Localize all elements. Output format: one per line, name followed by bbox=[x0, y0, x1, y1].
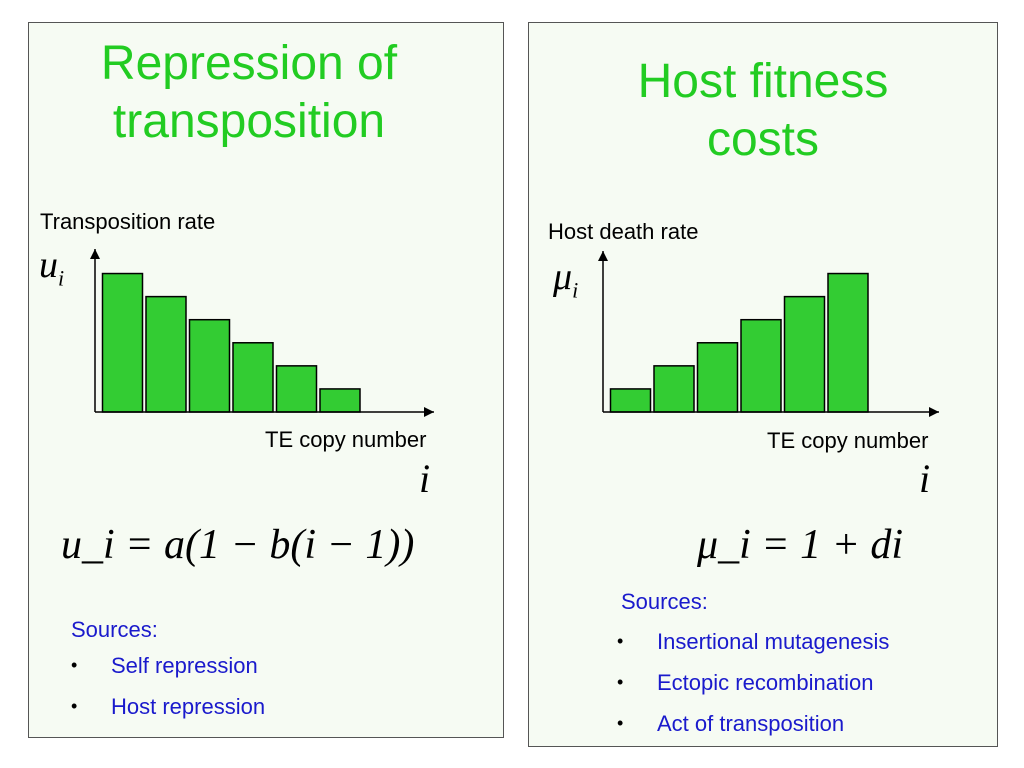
right-title-line2: costs bbox=[706, 113, 820, 166]
left-y-axis-label: Transposition rate bbox=[40, 209, 216, 234]
left-bar bbox=[275, 365, 318, 413]
left-sources-list: • Self repression • Host repression bbox=[71, 645, 265, 727]
right-bar bbox=[740, 318, 782, 413]
right-y-axis-arrow-icon bbox=[598, 251, 608, 261]
right-sources-list: • Insertional mutagenesis • Ectopic recombi… bbox=[617, 621, 889, 744]
right-formula: μ_i = 1 + di bbox=[697, 521, 903, 569]
left-y-symbol: ui bbox=[39, 243, 64, 292]
right-x-symbol: i bbox=[919, 456, 931, 501]
right-source-item: • Act of transposition bbox=[617, 703, 889, 744]
right-title-line1: Host fitness bbox=[637, 55, 889, 108]
left-y-symbol-main: u bbox=[39, 244, 58, 286]
left-x-axis-arrow-icon bbox=[424, 407, 434, 417]
right-bar bbox=[827, 272, 869, 413]
left-formula: u_i = a(1 − b(i − 1)) bbox=[61, 521, 414, 569]
right-bar bbox=[609, 388, 652, 413]
left-bar bbox=[319, 388, 361, 413]
left-bar bbox=[101, 272, 144, 413]
right-y-axis-label: Host death rate bbox=[548, 219, 699, 244]
left-sources-heading: Sources: bbox=[71, 617, 158, 642]
left-title: Repression of transposition bbox=[29, 35, 469, 151]
bullet-icon: • bbox=[71, 696, 78, 716]
right-source-label: Act of transposition bbox=[657, 711, 845, 736]
left-source-item: • Self repression bbox=[71, 645, 265, 686]
right-bar bbox=[653, 365, 695, 413]
left-source-label: Self repression bbox=[111, 653, 258, 678]
right-panel: Host fitness costs Host death rate μi TE… bbox=[528, 22, 998, 747]
left-y-symbol-sub: i bbox=[58, 265, 65, 291]
right-x-axis-label: TE copy number bbox=[767, 428, 929, 453]
right-y-symbol: μi bbox=[553, 255, 578, 304]
right-x-axis-arrow-icon bbox=[929, 407, 939, 417]
left-x-axis-label: TE copy number bbox=[265, 427, 427, 452]
right-source-item: • Ectopic recombination bbox=[617, 662, 889, 703]
left-bar bbox=[145, 295, 187, 413]
right-source-item: • Insertional mutagenesis bbox=[617, 621, 889, 662]
right-bar bbox=[783, 295, 826, 413]
left-bar-chart bbox=[90, 249, 434, 417]
bullet-icon: • bbox=[617, 713, 624, 733]
left-bar bbox=[188, 318, 231, 413]
right-bar-chart bbox=[598, 251, 939, 417]
right-y-symbol-main: μ bbox=[553, 256, 573, 298]
left-source-item: • Host repression bbox=[71, 686, 265, 727]
bullet-icon: • bbox=[71, 655, 78, 675]
left-y-axis-arrow-icon bbox=[90, 249, 100, 259]
left-title-line2: transposition bbox=[112, 95, 386, 148]
bullet-icon: • bbox=[617, 672, 624, 692]
right-title: Host fitness costs bbox=[529, 53, 997, 169]
left-bar bbox=[232, 342, 274, 413]
right-source-label: Ectopic recombination bbox=[657, 670, 874, 695]
left-title-line1: Repression of bbox=[100, 37, 398, 90]
right-sources-heading: Sources: bbox=[621, 589, 708, 614]
left-x-symbol: i bbox=[419, 456, 431, 501]
bullet-icon: • bbox=[617, 631, 624, 651]
right-y-symbol-sub: i bbox=[572, 277, 579, 303]
right-source-label: Insertional mutagenesis bbox=[657, 629, 890, 654]
left-source-label: Host repression bbox=[111, 694, 266, 719]
right-formula-text: μ_i = 1 + di bbox=[697, 522, 904, 568]
right-bar bbox=[696, 342, 739, 413]
left-panel: Repression of transposition Transpositio… bbox=[28, 22, 504, 738]
left-formula-text: u_i = a(1 − b(i − 1)) bbox=[61, 522, 415, 568]
